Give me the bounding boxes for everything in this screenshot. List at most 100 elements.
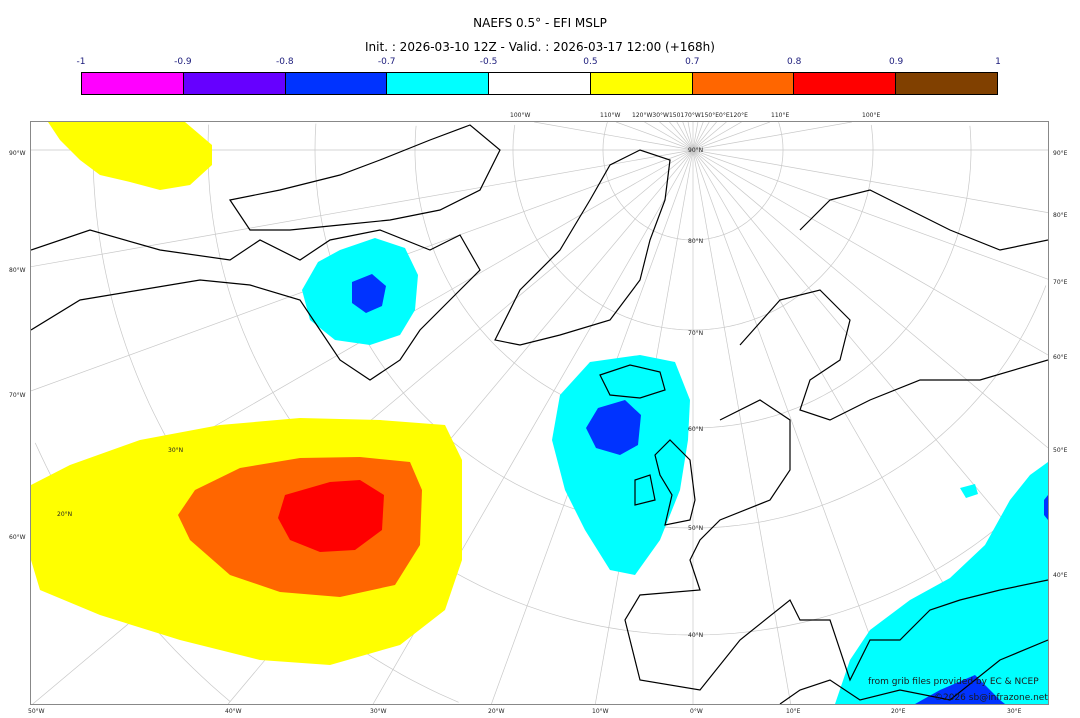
meridian-line bbox=[692, 122, 771, 151]
coast-canada bbox=[31, 229, 481, 381]
colorbar-segment bbox=[387, 73, 490, 94]
field-red-atlantic bbox=[278, 480, 384, 552]
colorbar-tick-label: 0.8 bbox=[787, 57, 802, 67]
parallel-circle bbox=[602, 122, 693, 241]
meridian-line bbox=[692, 149, 1048, 574]
axis-label: 90°N bbox=[688, 147, 704, 154]
axis-label: 40°E bbox=[1053, 572, 1068, 579]
meridian-line bbox=[692, 149, 895, 704]
colorbar-tick-label: -0.9 bbox=[174, 57, 192, 67]
field-blue-southeast bbox=[915, 675, 1005, 704]
field-cyan-iceland bbox=[552, 355, 690, 575]
credit-source: from grib files provided by EC & NCEP bbox=[868, 677, 1039, 687]
axis-label: 20°N bbox=[57, 511, 73, 518]
axis-label: 100°W bbox=[510, 112, 531, 119]
parallel-circle bbox=[693, 124, 874, 331]
colorbar-segment bbox=[82, 73, 184, 94]
axis-label: 70°N bbox=[688, 330, 704, 337]
field-blue-iceland bbox=[586, 400, 641, 455]
axis-label: 90°E bbox=[1053, 150, 1068, 157]
axis-label: 110°W bbox=[600, 112, 621, 119]
axis-label: 20°W bbox=[488, 708, 505, 715]
meridian-line bbox=[682, 122, 694, 151]
axis-label: 70°E bbox=[1053, 279, 1068, 286]
field-blue-edge bbox=[1044, 495, 1048, 520]
meridian-line bbox=[692, 149, 1048, 280]
colorbar-segment bbox=[692, 73, 795, 94]
axis-label: 60°W bbox=[9, 534, 26, 541]
field-yellow-northwest bbox=[48, 122, 212, 190]
meridian-line bbox=[692, 149, 1048, 356]
meridian-line bbox=[669, 122, 694, 151]
axis-label: 30°N bbox=[168, 447, 184, 454]
coast-scandinavia-east bbox=[799, 189, 1048, 251]
meridian-line bbox=[534, 122, 694, 151]
meridian-line bbox=[692, 122, 852, 151]
efi-map bbox=[31, 122, 1048, 704]
colorbar bbox=[81, 72, 998, 95]
colorbar-tick-label: 0.5 bbox=[583, 57, 598, 67]
axis-label: 50°E bbox=[1053, 447, 1068, 454]
axis-label: 80°N bbox=[688, 238, 704, 245]
colorbar-tick-label: 0.7 bbox=[685, 57, 700, 67]
axis-label: 50°N bbox=[688, 525, 704, 532]
efi-fields bbox=[31, 122, 1048, 704]
axis-label: 30°W bbox=[370, 708, 387, 715]
axis-label: 80°E bbox=[1053, 212, 1068, 219]
meridian-line bbox=[676, 122, 694, 151]
meridian-line bbox=[692, 149, 792, 704]
axis-label: 60°E bbox=[1053, 354, 1068, 361]
field-cyan-small bbox=[960, 484, 978, 498]
axis-label: 40°N bbox=[688, 632, 704, 639]
axis-label: 70°W bbox=[9, 392, 26, 399]
meridian-line bbox=[615, 122, 694, 151]
meridian-line bbox=[692, 122, 699, 151]
map-title: NAEFS 0.5° - EFI MSLP bbox=[473, 16, 607, 30]
parallel-circle bbox=[693, 125, 972, 429]
axis-label: 10°E bbox=[786, 708, 801, 715]
axis-label: 20°E bbox=[891, 708, 906, 715]
coast-iceland bbox=[599, 364, 666, 399]
colorbar-tick-label: 0.9 bbox=[888, 57, 904, 67]
colorbar-segment bbox=[285, 73, 388, 94]
parallel-circle bbox=[692, 285, 1047, 529]
meridian-line bbox=[692, 122, 704, 151]
coast-canada-arctic bbox=[229, 124, 501, 231]
map-subtitle: Init. : 2026-03-10 12Z - Valid. : 2026-0… bbox=[365, 40, 715, 54]
colorbar-segment bbox=[896, 73, 998, 94]
credit-copyright: ©2026 sb@infrazone.net bbox=[934, 693, 1048, 703]
colorbar-tick-label: -0.5 bbox=[479, 57, 498, 67]
coast-africa bbox=[779, 639, 1048, 704]
parallel-circle bbox=[693, 122, 784, 241]
axis-label: 10°W bbox=[592, 708, 609, 715]
axis-label: 40°W bbox=[225, 708, 242, 715]
axis-label: 60°N bbox=[688, 426, 704, 433]
axis-label: 80°W bbox=[9, 267, 26, 274]
field-cyan-eastmed bbox=[835, 462, 1048, 704]
coastlines bbox=[31, 124, 1048, 704]
meridian-line bbox=[659, 122, 694, 151]
colorbar-segment bbox=[794, 73, 897, 94]
coast-europe bbox=[624, 289, 1048, 691]
map-area bbox=[30, 121, 1049, 705]
meridian-line bbox=[687, 122, 694, 151]
axis-label: 90°W bbox=[9, 150, 26, 157]
axis-label: 100°E bbox=[862, 112, 881, 119]
axis-label: 50°W bbox=[28, 708, 45, 715]
colorbar-tick-label: 1 bbox=[995, 57, 1001, 67]
colorbar-segment bbox=[183, 73, 286, 94]
field-blue-hudson bbox=[352, 274, 386, 313]
parallel-circle bbox=[512, 124, 693, 331]
colorbar-tick-label: -1 bbox=[76, 57, 86, 67]
coast-greenland bbox=[494, 149, 671, 346]
colorbar-tick-label: -0.7 bbox=[377, 57, 396, 67]
axis-label: 120°W30°W150170°W150°E0°E120°E bbox=[632, 112, 748, 119]
colorbar-segment bbox=[489, 73, 591, 94]
meridian-line bbox=[692, 122, 727, 151]
meridian-line bbox=[692, 122, 710, 151]
axis-label: 0°W bbox=[690, 708, 703, 715]
colorbar-tick-label: -0.8 bbox=[275, 57, 294, 67]
meridian-line bbox=[692, 122, 742, 151]
meridian-line bbox=[692, 122, 717, 151]
axis-label: 110°E bbox=[771, 112, 790, 119]
